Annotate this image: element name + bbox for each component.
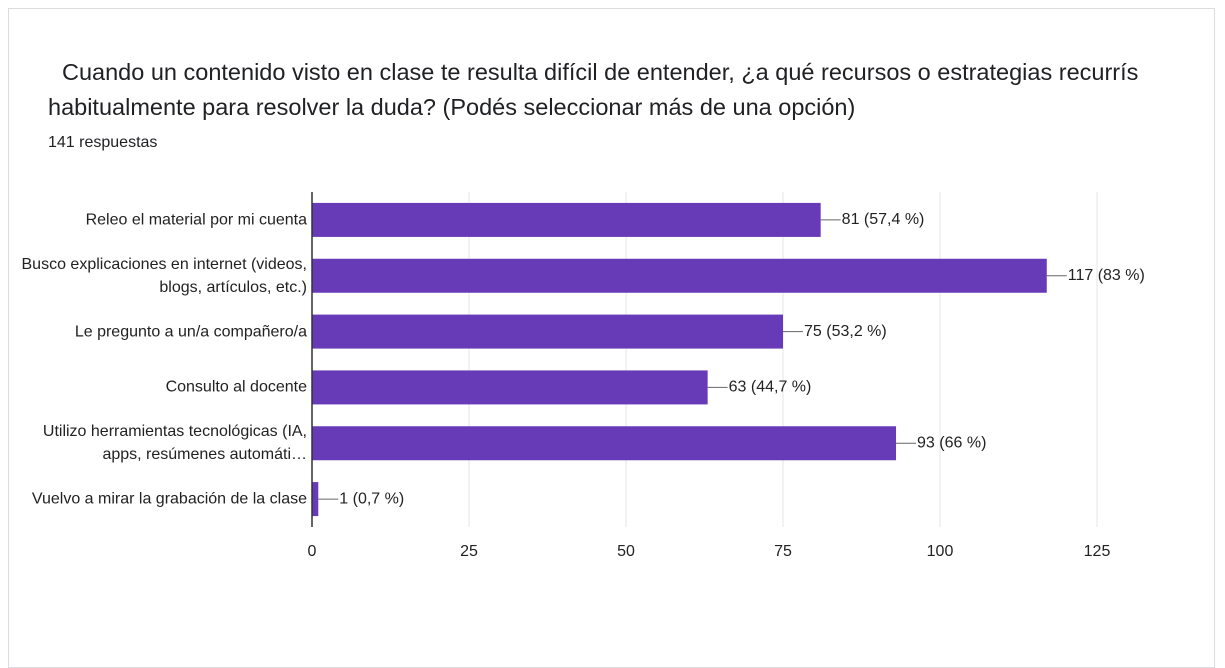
y-tick-label: Utilizo herramientas tecnológicas (IA, a…: [42, 423, 307, 464]
data-label: 117 (83 %): [1068, 267, 1145, 284]
x-tick-label: 100: [927, 543, 954, 560]
response-count: 141 respuestas: [48, 134, 158, 151]
bar: [312, 482, 319, 517]
bar: [312, 426, 897, 461]
x-tick-label: 125: [1084, 543, 1111, 560]
x-tick-label: 0: [308, 543, 317, 560]
data-label: 1 (0,7 %): [339, 490, 404, 507]
data-label: 93 (66 %): [917, 434, 986, 451]
bar: [312, 314, 783, 349]
data-label: 81 (57,4 %): [842, 211, 925, 228]
question-title: Cuando un contenido visto en clase te re…: [48, 59, 1139, 120]
y-tick-label: Releo el material por mi cuenta: [85, 211, 307, 229]
bar: [312, 202, 821, 237]
chart: 0 25 50 75 100 125 81 (57,4 %) 117 (83 %) 75 (53…: [308, 192, 1145, 560]
page: Cuando un contenido visto en clase te re…: [8, 8, 1215, 668]
y-tick-label: Vuelvo a mirar la grabación de la clase: [31, 490, 307, 508]
x-tick-label: 75: [774, 543, 792, 560]
y-tick-label: Le pregunto a un/a compañero/a: [74, 323, 307, 341]
bar: [312, 370, 708, 405]
y-tick-label: Consulto al docente: [165, 378, 307, 396]
x-tick-label: 50: [617, 543, 635, 560]
y-tick-label: Busco explicaciones en internet (videos,…: [21, 255, 308, 296]
bar: [312, 258, 1047, 293]
data-label: 63 (44,7 %): [729, 379, 812, 396]
x-tick-label: 25: [460, 543, 478, 560]
data-label: 75 (53,2 %): [804, 323, 887, 340]
